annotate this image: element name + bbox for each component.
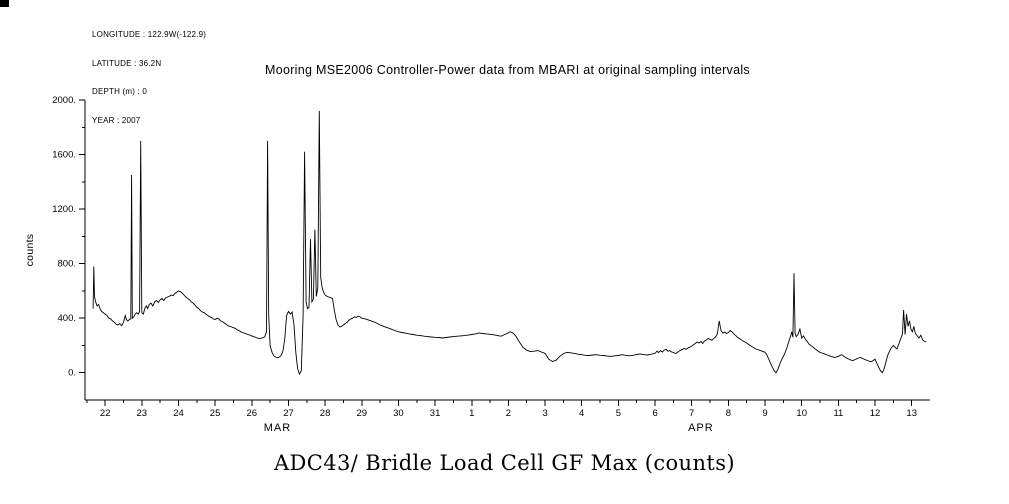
y-tick-label: 1600. (52, 150, 76, 161)
year-label: YEAR : 2007 (92, 115, 141, 125)
x-tick-label: 30 (393, 408, 404, 419)
x-tick-label: 8 (726, 408, 731, 419)
y-tick-label: 2000. (52, 95, 76, 106)
x-tick-label: 6 (652, 408, 657, 419)
x-tick-label: 5 (616, 408, 621, 419)
corner-artifact (0, 0, 9, 7)
month-label: MAR (264, 422, 291, 434)
x-tick-label: 12 (870, 408, 881, 419)
bottom-title: ADC43/ Bridle Load Cell GF Max (counts) (273, 451, 736, 475)
x-tick-label: 4 (579, 408, 584, 419)
x-tick-label: 3 (542, 408, 547, 419)
x-tick-label: 7 (689, 408, 694, 419)
y-tick-label: 800. (58, 259, 77, 270)
longitude-label: LONGITUDE : 122.9W(-122.9) (92, 30, 207, 39)
x-tick-label: 24 (173, 408, 184, 419)
x-tick-label: 26 (247, 408, 258, 419)
data-series-line (92, 110, 927, 376)
x-tick-label: 23 (137, 408, 148, 419)
x-tick-label: 27 (283, 408, 294, 419)
y-tick-label: 400. (58, 313, 77, 324)
x-tick-label: 13 (906, 408, 917, 419)
depth-label: DEPTH (m) : 0 (92, 87, 148, 96)
x-tick-label: 9 (762, 408, 767, 419)
chart-title: Mooring MSE2006 Controller-Power data fr… (264, 63, 750, 77)
x-tick-label: 1 (469, 408, 474, 419)
x-tick-label: 11 (833, 408, 843, 419)
y-tick-label: 1200. (52, 204, 76, 215)
x-tick-label: 22 (100, 408, 111, 419)
month-label: APR (688, 422, 714, 434)
x-tick-label: 28 (320, 408, 331, 419)
x-tick-label: 29 (357, 408, 368, 419)
x-tick-label: 25 (210, 408, 221, 419)
latitude-label: LATITUDE : 36.2N (92, 58, 162, 68)
metadata-block: LONGITUDE : 122.9W(-122.9) LATITUDE : 36… (92, 11, 206, 144)
x-tick-label: 2 (506, 408, 511, 419)
x-tick-label: 10 (796, 408, 807, 419)
x-tick-label: 31 (430, 408, 441, 419)
y-tick-label: 0. (68, 368, 76, 379)
